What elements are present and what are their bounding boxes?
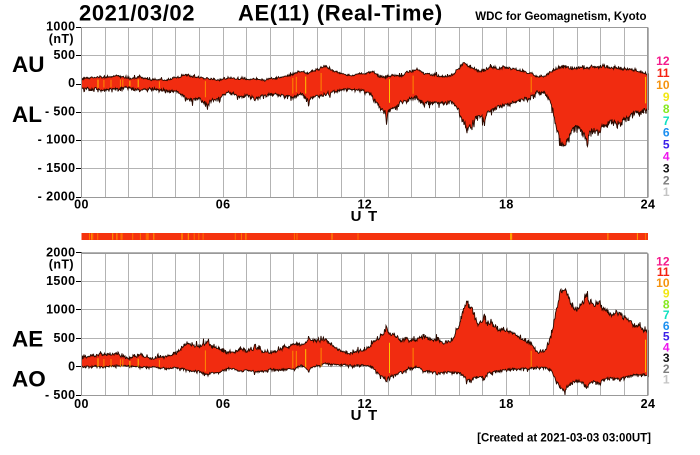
svg-text:1: 1 <box>663 373 670 387</box>
svg-text:500: 500 <box>53 331 75 345</box>
svg-text:- 1500: - 1500 <box>38 161 76 175</box>
svg-text:12: 12 <box>357 198 372 212</box>
svg-text:0: 0 <box>68 76 75 90</box>
svg-text:AE(11) (Real-Time): AE(11) (Real-Time) <box>238 1 443 26</box>
svg-text:06: 06 <box>216 198 231 212</box>
svg-text:WDC for Geomagnetism, Kyoto: WDC for Geomagnetism, Kyoto <box>475 11 646 23</box>
svg-text:AU: AU <box>12 52 45 77</box>
svg-text:00: 00 <box>74 397 89 411</box>
svg-text:24: 24 <box>641 198 656 212</box>
svg-text:- 500: - 500 <box>45 104 76 118</box>
svg-text:12: 12 <box>656 54 670 68</box>
svg-text:12: 12 <box>656 255 670 269</box>
svg-text:06: 06 <box>216 397 231 411</box>
svg-text:- 1000: - 1000 <box>38 133 76 147</box>
svg-text:[Created at 2021-03-03 03:00UT: [Created at 2021-03-03 03:00UT] <box>477 433 651 445</box>
svg-text:9: 9 <box>663 287 670 301</box>
svg-text:10: 10 <box>656 78 670 92</box>
svg-text:- 500: - 500 <box>45 388 76 402</box>
svg-text:U T: U T <box>351 208 379 225</box>
svg-text:2000: 2000 <box>46 246 75 260</box>
svg-text:12: 12 <box>357 397 372 411</box>
svg-text:2: 2 <box>663 173 670 187</box>
svg-text:(nT): (nT) <box>49 258 74 272</box>
svg-text:500: 500 <box>53 48 75 62</box>
svg-text:7: 7 <box>663 308 670 322</box>
svg-text:3: 3 <box>663 161 670 175</box>
svg-text:6: 6 <box>663 126 670 140</box>
svg-text:9: 9 <box>663 90 670 104</box>
svg-text:2021/03/02: 2021/03/02 <box>79 1 195 26</box>
svg-text:1000: 1000 <box>46 302 75 316</box>
svg-text:18: 18 <box>499 198 514 212</box>
svg-text:1000: 1000 <box>46 20 75 34</box>
svg-text:00: 00 <box>74 198 89 212</box>
svg-text:4: 4 <box>663 150 670 164</box>
svg-text:10: 10 <box>656 276 670 290</box>
svg-text:AO: AO <box>12 367 46 392</box>
svg-text:6: 6 <box>663 319 670 333</box>
svg-text:3: 3 <box>663 351 670 365</box>
svg-text:U T: U T <box>351 407 379 424</box>
svg-text:- 2000: - 2000 <box>38 189 76 203</box>
svg-text:7: 7 <box>663 114 670 128</box>
svg-text:2: 2 <box>663 362 670 376</box>
svg-text:0: 0 <box>68 359 75 373</box>
svg-text:18: 18 <box>499 397 514 411</box>
svg-text:AL: AL <box>12 102 42 127</box>
svg-text:8: 8 <box>663 297 670 311</box>
svg-text:11: 11 <box>657 66 670 80</box>
svg-text:8: 8 <box>663 102 670 116</box>
svg-text:4: 4 <box>663 340 670 354</box>
svg-text:5: 5 <box>663 330 670 344</box>
svg-text:(nT): (nT) <box>49 32 74 46</box>
svg-text:1500: 1500 <box>46 274 75 288</box>
svg-text:5: 5 <box>663 138 670 152</box>
svg-text:1: 1 <box>663 185 670 199</box>
svg-text:24: 24 <box>641 397 656 411</box>
svg-text:11: 11 <box>657 265 670 279</box>
svg-text:AE: AE <box>12 327 43 352</box>
